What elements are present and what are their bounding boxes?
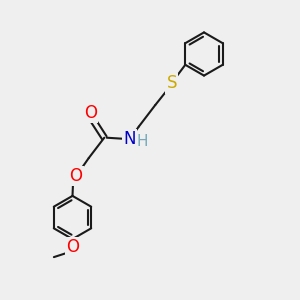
Text: N: N [124,130,136,148]
Text: H: H [136,134,148,149]
Text: S: S [167,74,177,92]
Text: O: O [84,104,97,122]
Text: O: O [70,167,83,185]
Text: O: O [66,238,79,256]
